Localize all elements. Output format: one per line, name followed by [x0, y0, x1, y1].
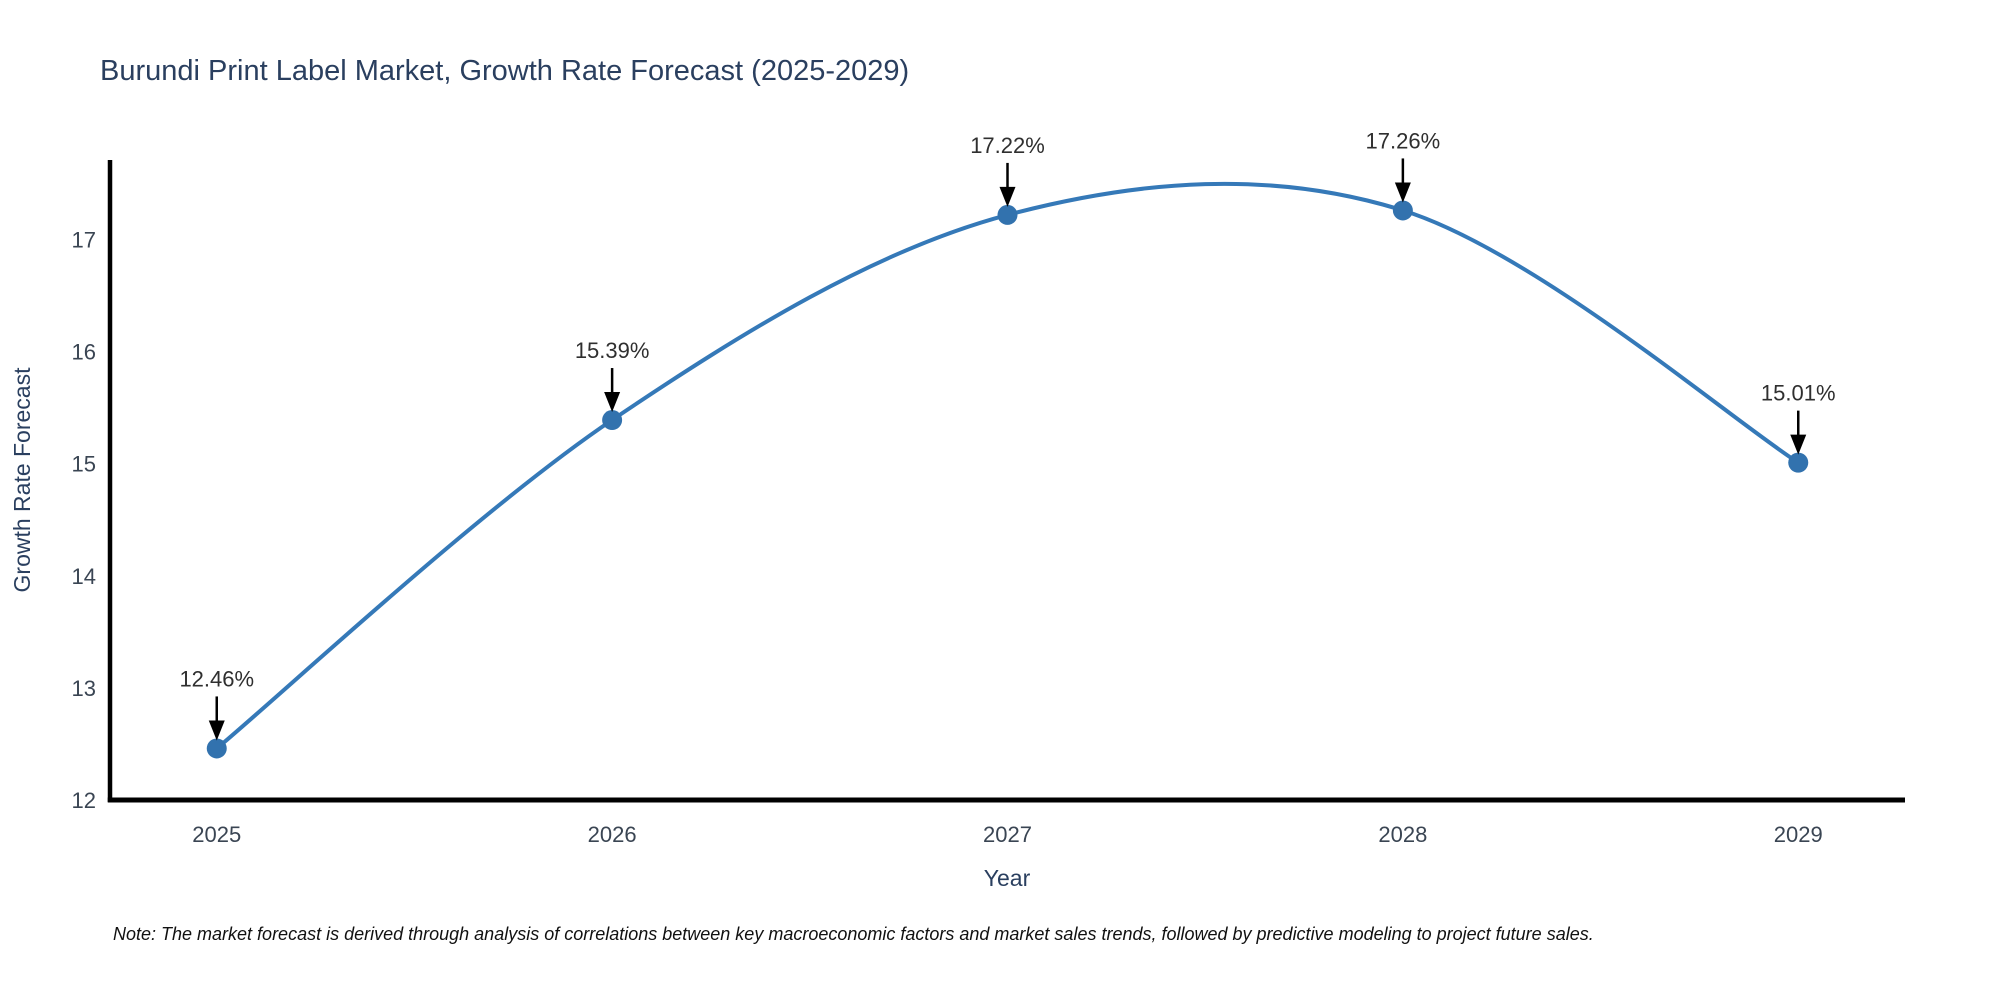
y-tick-label: 15 — [72, 452, 96, 477]
trend-line — [214, 181, 1801, 751]
y-tick-label: 12 — [72, 788, 96, 813]
annotation-arrowhead — [999, 186, 1016, 207]
x-tick-label: 2025 — [192, 822, 241, 847]
y-axis-title: Growth Rate Forecast — [9, 367, 35, 593]
data-point-label: 12.46% — [179, 666, 254, 691]
annotation-arrowhead — [208, 720, 225, 741]
x-axis-title: Year — [984, 865, 1031, 891]
data-point[interactable] — [206, 738, 227, 759]
x-tick-label: 2029 — [1774, 822, 1823, 847]
data-point-label: 17.26% — [1366, 128, 1441, 153]
annotations: 12.46% 15.39% 17.22% 17.26% 15.01% — [179, 128, 1836, 741]
annotation-arrowhead — [1394, 182, 1411, 203]
data-point-label: 17.22% — [970, 133, 1045, 158]
axis-ticks: 12 13 14 15 16 17 2025 2026 2027 2028 2029 — [72, 228, 1823, 847]
series — [206, 181, 1809, 759]
data-point[interactable] — [997, 204, 1018, 225]
footnote: Note: The market forecast is derived thr… — [113, 924, 1594, 944]
annotation-arrowhead — [1790, 434, 1807, 455]
y-tick-label: 14 — [72, 564, 96, 589]
annotation-arrowhead — [604, 392, 621, 413]
x-tick-label: 2027 — [983, 822, 1032, 847]
data-point-label: 15.39% — [575, 338, 650, 363]
data-point-label: 15.01% — [1761, 381, 1836, 406]
y-tick-label: 13 — [72, 676, 96, 701]
x-tick-label: 2028 — [1378, 822, 1427, 847]
y-tick-label: 17 — [72, 228, 96, 253]
chart-title: Burundi Print Label Market, Growth Rate … — [100, 55, 909, 87]
x-tick-label: 2026 — [588, 822, 637, 847]
data-point[interactable] — [602, 410, 623, 431]
data-point[interactable] — [1788, 452, 1809, 473]
y-tick-label: 16 — [72, 340, 96, 365]
data-point[interactable] — [1392, 200, 1413, 221]
